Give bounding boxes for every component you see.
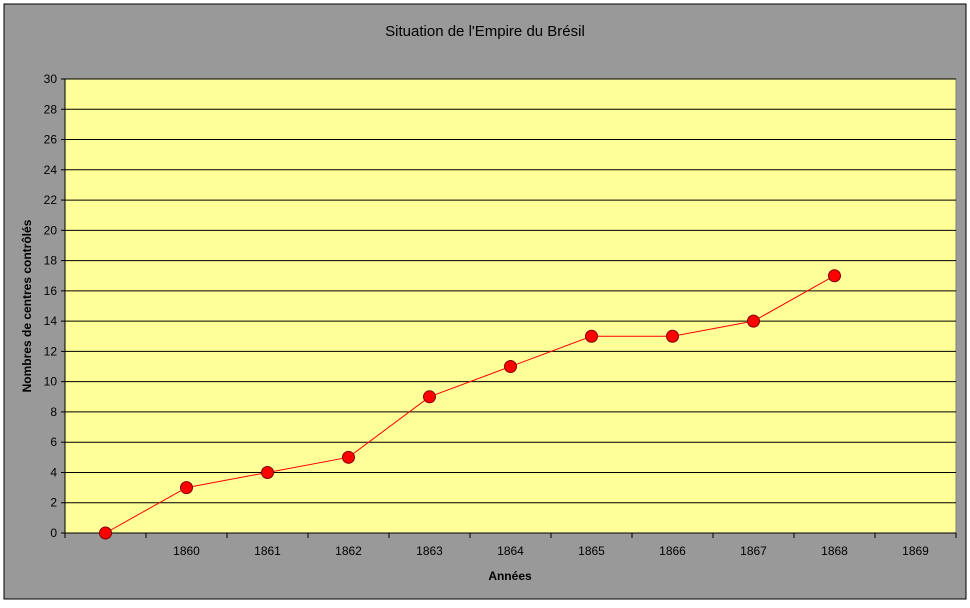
y-tick-label: 10 (44, 375, 58, 389)
y-tick-label: 6 (50, 435, 57, 449)
y-tick-label: 22 (44, 193, 58, 207)
data-point (585, 329, 598, 343)
data-point (342, 450, 355, 464)
y-tick-label: 12 (44, 344, 58, 358)
x-tick-label: 1861 (254, 544, 281, 558)
series-line (105, 275, 835, 534)
data-point (180, 481, 193, 495)
data-point (747, 314, 760, 328)
y-tick-label: 28 (44, 102, 58, 116)
x-tick-label: 1863 (416, 544, 443, 558)
x-tick-label: 1862 (335, 544, 362, 558)
x-tick-label: 1864 (497, 544, 524, 558)
plot-area (64, 78, 957, 534)
series-layer (99, 269, 841, 540)
x-tick-labels: 1860 1861 1862 1863 1864 1865 1866 1867 1868 1869 (173, 544, 929, 558)
y-axis-title: Nombres de centres contrôlés (20, 219, 34, 392)
x-axis-title: Années (488, 569, 532, 583)
y-tick-label: 20 (44, 223, 58, 237)
data-point (261, 465, 274, 479)
gridlines (65, 78, 956, 504)
y-tick-label: 2 (50, 496, 57, 510)
data-point (828, 269, 841, 283)
data-point (423, 390, 436, 404)
x-tick-label: 1866 (659, 544, 686, 558)
y-tick-label: 24 (44, 163, 58, 177)
y-tick-label: 0 (50, 526, 57, 540)
x-tick-label: 1867 (740, 544, 767, 558)
y-tick-label: 16 (44, 284, 58, 298)
y-tick-label: 4 (50, 465, 57, 479)
axes (61, 78, 957, 538)
y-tick-label: 8 (50, 405, 57, 419)
data-point (99, 526, 112, 540)
y-tick-label: 30 (44, 72, 58, 86)
chart-title: Situation de l'Empire du Brésil (385, 23, 585, 40)
x-tick-label: 1865 (578, 544, 605, 558)
x-tick-label: 1868 (821, 544, 848, 558)
y-tick-label: 18 (44, 254, 58, 268)
data-point (666, 329, 679, 343)
y-tick-label: 26 (44, 133, 58, 147)
x-tick-label: 1869 (902, 544, 929, 558)
data-point (504, 360, 517, 374)
x-tick-label: 1860 (173, 544, 200, 558)
y-tick-label: 14 (44, 314, 58, 328)
